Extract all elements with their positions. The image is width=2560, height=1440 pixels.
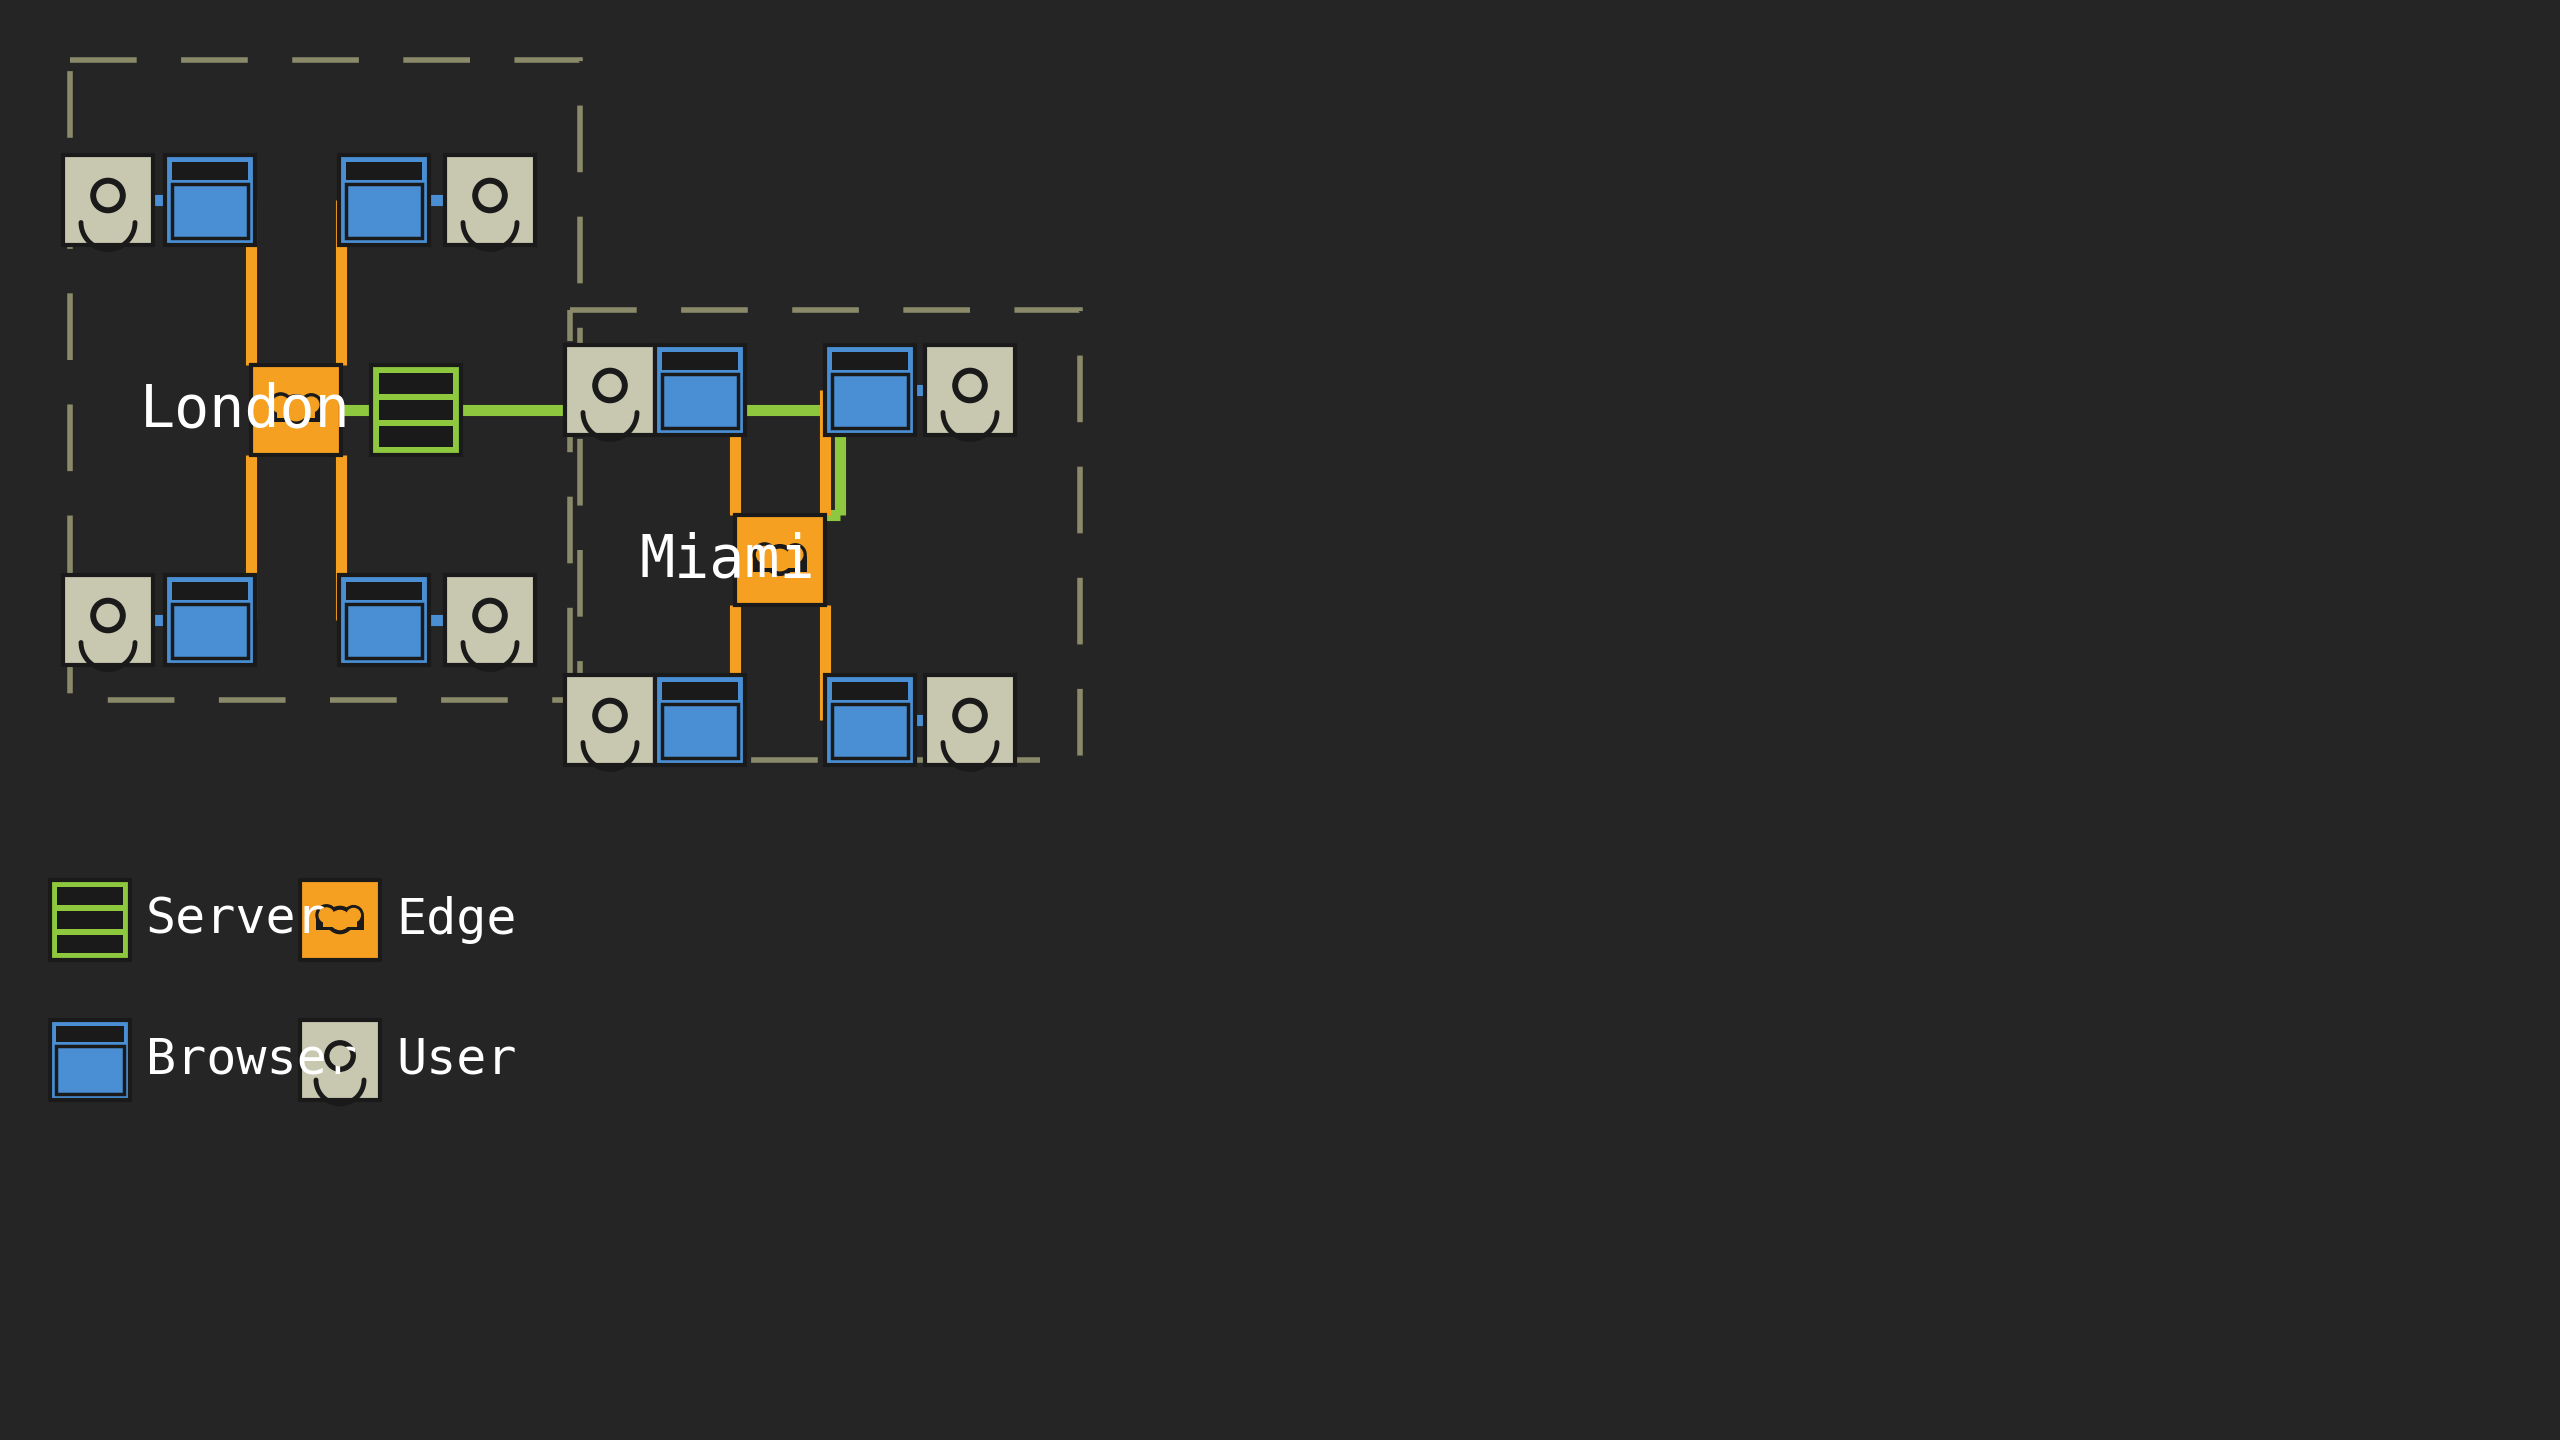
Circle shape — [479, 605, 502, 626]
Bar — [315, 916, 364, 930]
Bar — [371, 364, 461, 455]
Bar — [832, 374, 909, 428]
Bar — [663, 374, 737, 428]
Bar — [346, 184, 422, 238]
Text: London: London — [141, 382, 351, 439]
Circle shape — [325, 1041, 356, 1071]
Circle shape — [330, 910, 351, 930]
Bar — [663, 704, 737, 757]
Circle shape — [594, 369, 627, 403]
Bar — [379, 426, 453, 446]
Bar — [51, 880, 131, 960]
Bar — [735, 516, 824, 605]
Circle shape — [269, 393, 292, 416]
Circle shape — [284, 399, 307, 420]
Bar — [663, 353, 737, 370]
Circle shape — [788, 547, 804, 562]
Bar — [663, 683, 737, 700]
Circle shape — [594, 698, 627, 733]
Circle shape — [320, 907, 333, 923]
Bar — [276, 409, 315, 418]
Circle shape — [960, 704, 980, 727]
Bar — [832, 683, 909, 700]
Bar — [924, 675, 1014, 765]
Bar — [346, 603, 422, 658]
Text: Server: Server — [146, 896, 328, 945]
Text: User: User — [397, 1035, 517, 1084]
Bar — [69, 60, 581, 700]
Bar — [56, 887, 123, 906]
Circle shape — [758, 546, 773, 563]
Circle shape — [771, 549, 791, 570]
Circle shape — [479, 184, 502, 206]
Circle shape — [97, 605, 120, 626]
Bar — [832, 353, 909, 370]
Bar — [571, 310, 1080, 760]
Circle shape — [952, 698, 988, 733]
Bar — [164, 156, 256, 245]
Bar — [64, 156, 154, 245]
Bar — [338, 156, 430, 245]
Bar — [346, 163, 422, 180]
Bar — [172, 582, 248, 600]
Circle shape — [960, 374, 980, 396]
Bar — [566, 675, 655, 765]
Bar — [56, 1045, 123, 1093]
Bar — [824, 675, 914, 765]
Circle shape — [300, 393, 323, 415]
Circle shape — [97, 184, 120, 206]
Circle shape — [474, 179, 507, 213]
Bar — [323, 919, 358, 927]
Bar — [346, 582, 422, 600]
Circle shape — [92, 599, 125, 632]
Bar — [753, 556, 806, 572]
Bar — [824, 346, 914, 435]
Bar — [655, 346, 745, 435]
Bar — [379, 373, 453, 393]
Bar — [300, 880, 379, 960]
Bar — [566, 346, 655, 435]
Bar — [56, 935, 123, 953]
Bar — [760, 559, 799, 567]
Bar — [379, 400, 453, 420]
Bar — [56, 1027, 123, 1043]
Bar — [338, 575, 430, 665]
Bar — [445, 575, 535, 665]
Circle shape — [343, 906, 364, 924]
Bar — [51, 1020, 131, 1100]
Bar — [924, 346, 1014, 435]
Bar — [172, 163, 248, 180]
Circle shape — [474, 599, 507, 632]
Bar — [832, 704, 909, 757]
Bar — [251, 364, 340, 455]
Circle shape — [599, 704, 622, 727]
Circle shape — [330, 1045, 351, 1066]
Circle shape — [952, 369, 988, 403]
Text: Browser: Browser — [146, 1035, 356, 1084]
Circle shape — [271, 396, 289, 413]
Bar — [172, 603, 248, 658]
Bar — [300, 1020, 379, 1100]
Bar — [56, 912, 123, 929]
Circle shape — [783, 544, 806, 566]
Circle shape — [328, 906, 353, 933]
Circle shape — [305, 397, 320, 412]
Bar — [64, 575, 154, 665]
Bar — [445, 156, 535, 245]
Bar — [269, 406, 323, 422]
Circle shape — [92, 179, 125, 213]
Circle shape — [599, 374, 622, 396]
Circle shape — [348, 909, 361, 922]
Text: Miami: Miami — [640, 531, 817, 589]
Bar — [655, 675, 745, 765]
Circle shape — [282, 395, 312, 425]
Text: Edge: Edge — [397, 896, 517, 945]
Circle shape — [315, 904, 338, 926]
Bar — [172, 184, 248, 238]
Circle shape — [765, 544, 796, 576]
Bar — [164, 575, 256, 665]
Circle shape — [753, 543, 776, 566]
